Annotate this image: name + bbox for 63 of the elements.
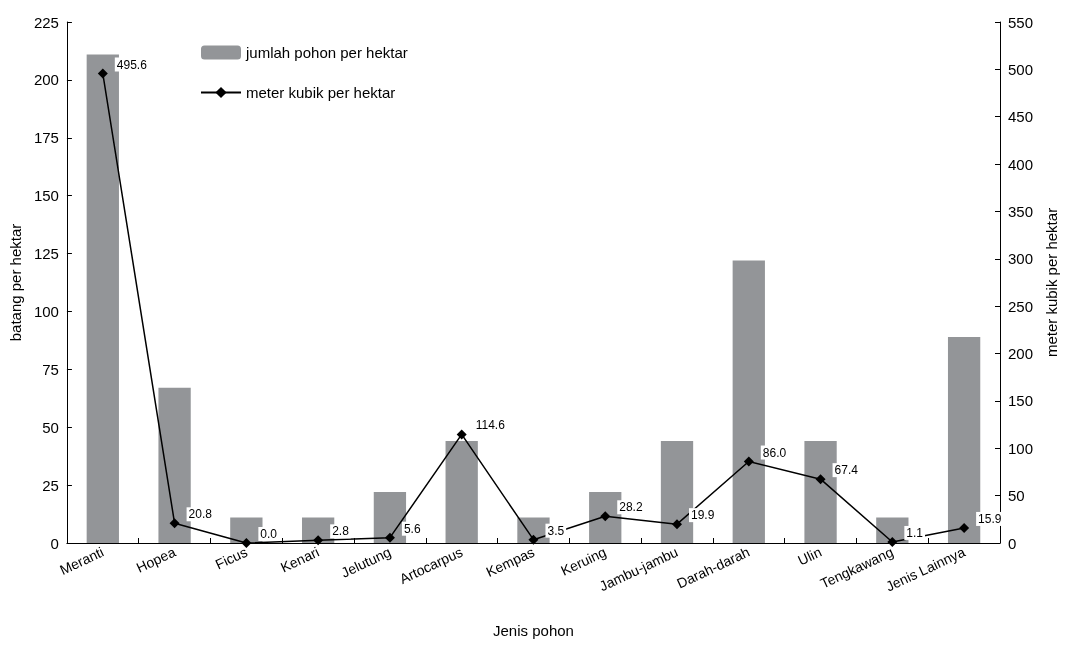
point	[456, 429, 467, 440]
point	[169, 518, 180, 529]
y-tick-label: 25	[42, 476, 59, 494]
point	[97, 68, 108, 79]
data-label: 114.6	[475, 418, 506, 433]
x-tick-label: Hopea	[133, 543, 179, 576]
legend-label: meter kubik per hektar	[246, 84, 396, 101]
y2-tick-label: 100	[1008, 439, 1034, 457]
y-tick-label: 150	[33, 187, 59, 205]
bar	[589, 492, 622, 543]
x-tick-label: Ficus	[212, 543, 250, 573]
data-label: 86.0	[762, 445, 787, 460]
data-label: 19.9	[691, 508, 715, 523]
point	[815, 474, 826, 485]
y2-tick-label: 300	[1008, 250, 1034, 268]
y-axis-title: batang per hektar	[7, 223, 24, 342]
data-label: 28.2	[619, 500, 643, 515]
y-tick-label: 0	[50, 534, 59, 552]
point	[241, 538, 252, 548]
y-tick-label: 225	[33, 13, 59, 31]
y-tick-label: 200	[33, 71, 59, 89]
data-label: 15.9	[978, 511, 1002, 526]
y2-tick-label: 0	[1008, 534, 1017, 552]
y2-tick-label: 350	[1008, 202, 1034, 220]
y-tick-label: 175	[33, 129, 59, 147]
bar	[660, 441, 694, 543]
point	[313, 535, 324, 546]
y-tick-label: 75	[42, 360, 59, 378]
y2-tick-label: 200	[1008, 345, 1034, 363]
data-label: 1.1	[906, 525, 924, 540]
point	[887, 536, 898, 547]
bar	[158, 387, 191, 543]
data-label: 3.5	[547, 523, 565, 538]
data-label: 67.4	[834, 463, 859, 478]
y2-tick-label: 450	[1008, 108, 1034, 126]
point	[384, 532, 395, 543]
data-label: 0.0	[260, 527, 278, 541]
y-tick-label: 100	[33, 302, 59, 320]
data-label: 20.8	[188, 507, 213, 522]
point	[672, 519, 683, 530]
bar	[445, 441, 478, 543]
point	[528, 534, 539, 545]
y-tick-label: 125	[33, 245, 59, 263]
y2-tick-label: 50	[1008, 487, 1025, 505]
x-axis-title: Jenis pohon	[493, 622, 574, 639]
point	[600, 511, 611, 522]
bar	[804, 441, 837, 543]
y-tick-label: 50	[42, 418, 59, 436]
bar	[86, 54, 119, 543]
bar	[732, 260, 765, 543]
data-label: 2.8	[332, 524, 350, 539]
y2-axis-title: meter kubik per hektar	[1042, 207, 1060, 358]
point	[743, 456, 754, 467]
point	[959, 522, 970, 533]
y2-tick-label: 550	[1008, 13, 1034, 31]
y2-tick-label: 400	[1008, 155, 1034, 173]
y2-tick-label: 150	[1008, 392, 1034, 410]
y2-tick-label: 500	[1008, 60, 1034, 78]
y2-tick-label: 250	[1008, 297, 1034, 315]
data-label: 5.6	[403, 521, 421, 536]
bar	[947, 336, 981, 543]
data-label: 495.6	[116, 57, 148, 72]
legend-label: jumlah pohon per hektar	[245, 44, 408, 61]
